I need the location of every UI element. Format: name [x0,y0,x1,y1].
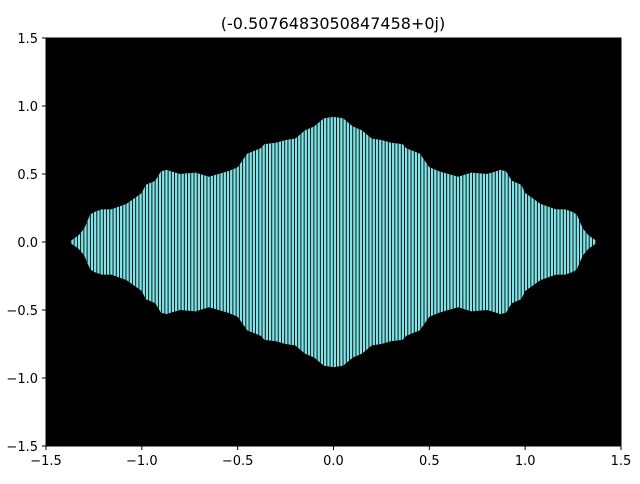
axes: −1.5 −1.0 −0.5 0.0 0.5 1.0 1.5 −1.5 −1.0 −0.5 0.0 0… [6,32,631,469]
y-tick-label: 0.5 [17,168,38,183]
plot-area [46,38,621,446]
x-tick-label: 0.0 [323,454,344,469]
chart-title: (-0.5076483050847458+0j) [221,14,445,33]
y-tick-label: 0.0 [17,236,38,251]
x-tick-label: 1.0 [515,454,536,469]
y-tick-label: 1.5 [17,32,38,47]
x-tick-label: 1.5 [611,454,632,469]
x-tick-label: −1.5 [30,454,62,469]
y-tick-label: 1.0 [17,100,38,115]
x-tick-label: −0.5 [222,454,254,469]
y-tick-label: −0.5 [6,304,38,319]
set-column-edges [70,116,597,368]
y-tick-label: −1.0 [6,372,38,387]
x-tick-label: −1.0 [126,454,158,469]
x-tick-label: 0.5 [419,454,440,469]
y-tick-label: −1.5 [6,440,38,455]
